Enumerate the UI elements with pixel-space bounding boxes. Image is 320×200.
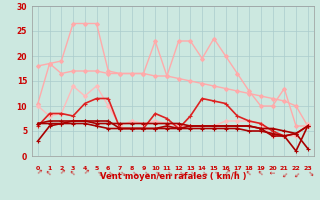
Text: ↑: ↑ — [163, 168, 171, 177]
X-axis label: Vent moyen/en rafales ( km/h ): Vent moyen/en rafales ( km/h ) — [100, 172, 246, 181]
Text: ↑: ↑ — [257, 168, 265, 177]
Text: ↑: ↑ — [69, 168, 77, 177]
Text: ↑: ↑ — [304, 168, 312, 177]
Text: ↑: ↑ — [174, 168, 183, 177]
Text: ↑: ↑ — [221, 168, 230, 177]
Text: ↑: ↑ — [233, 168, 242, 177]
Text: ↑: ↑ — [139, 168, 148, 177]
Text: ↑: ↑ — [245, 168, 253, 177]
Text: ↑: ↑ — [269, 168, 276, 174]
Text: ↑: ↑ — [186, 168, 195, 177]
Text: ↑: ↑ — [210, 168, 218, 177]
Text: ↑: ↑ — [45, 168, 54, 177]
Text: ↑: ↑ — [198, 168, 206, 177]
Text: ↑: ↑ — [128, 168, 136, 177]
Text: ↑: ↑ — [280, 168, 288, 177]
Text: ↑: ↑ — [151, 168, 159, 177]
Text: ↑: ↑ — [57, 168, 66, 177]
Text: ↑: ↑ — [92, 168, 101, 177]
Text: ↑: ↑ — [81, 168, 89, 177]
Text: ↑: ↑ — [104, 168, 112, 177]
Text: ↑: ↑ — [34, 168, 42, 177]
Text: ↑: ↑ — [116, 168, 124, 177]
Text: ↑: ↑ — [292, 168, 300, 177]
